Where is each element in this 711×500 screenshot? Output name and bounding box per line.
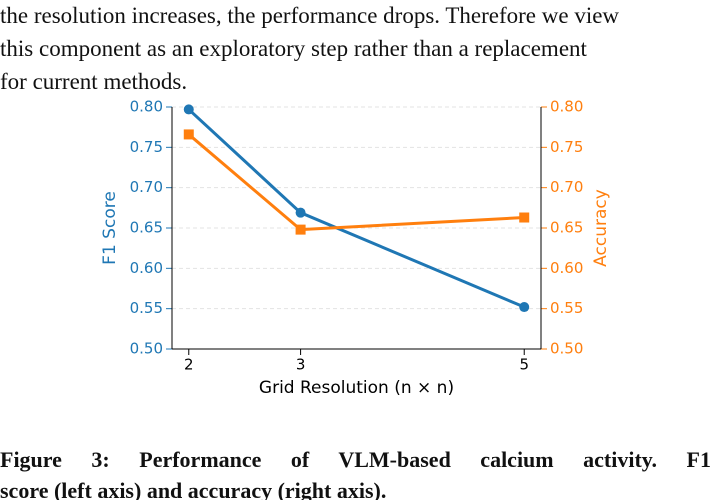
y-tick-label: 0.65 (130, 219, 163, 237)
caption-line: score (left axis) and accuracy (right ax… (0, 478, 387, 500)
y2-tick-label: 0.75 (550, 138, 583, 156)
body-text-line: for current methods. (0, 69, 188, 94)
y2-axis-label: Accuracy (591, 189, 611, 267)
point-marker (183, 129, 194, 140)
caption-line: Figure 3: Performance of VLM-based calci… (0, 447, 711, 472)
y-axis-label: F1 Score (100, 191, 120, 265)
y2-tick-label: 0.65 (550, 219, 583, 237)
y-tick-label: 0.75 (130, 138, 163, 156)
y2-tick-label: 0.55 (550, 299, 583, 317)
y2-tick-label: 0.80 (550, 98, 583, 116)
x-axis-label: Grid Resolution (n × n) (259, 378, 454, 398)
y-tick-label: 0.60 (130, 259, 163, 277)
y-tick-label: 0.80 (130, 98, 163, 116)
body-text-line: this component as an exploratory step ra… (0, 36, 587, 61)
series-line (187, 133, 525, 232)
y2-tick-label: 0.70 (550, 178, 583, 196)
x-tick-label: 3 (296, 356, 306, 374)
x-tick-label: 5 (519, 356, 529, 374)
y-tick-label: 0.70 (130, 178, 163, 196)
point-marker (183, 104, 194, 115)
chart: 0.50 0.55 0.60 0.65 0.70 0.75 0.80 0.50 0.55 0.60… (100, 98, 611, 399)
y-tick-label: 0.55 (130, 299, 163, 317)
y2-tick-label: 0.50 (550, 340, 583, 358)
y2-tick-label: 0.60 (550, 259, 583, 277)
x-tick-label: 2 (184, 356, 194, 374)
y-tick-label: 0.50 (130, 340, 163, 358)
body-text-line: the resolution increases, the performanc… (0, 3, 620, 28)
point-marker (295, 224, 306, 235)
point-marker (295, 207, 306, 218)
point-marker (519, 302, 530, 313)
series-line (187, 108, 525, 309)
point-marker (519, 212, 530, 223)
